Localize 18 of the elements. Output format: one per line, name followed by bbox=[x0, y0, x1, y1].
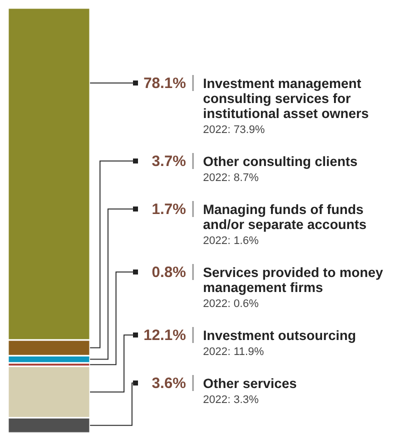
text: Services provided to money management firms bbox=[203, 265, 384, 295]
text: Investment management consulting services for institutional asset owners bbox=[203, 76, 369, 121]
text: 2022: 0.6% bbox=[203, 298, 259, 310]
data-label: 12.1% bbox=[143, 327, 186, 344]
data-label: 3.7% bbox=[152, 153, 186, 170]
data-label: 0.8% bbox=[152, 264, 186, 281]
text: 2022: 3.3% bbox=[203, 394, 259, 406]
text: 2022: 73.9% bbox=[203, 124, 265, 136]
data-label: 3.6% bbox=[152, 375, 186, 392]
data-label: 1.7% bbox=[152, 201, 186, 218]
text: Other services bbox=[203, 376, 297, 391]
text: Other consulting clients bbox=[203, 154, 358, 169]
text: 2022: 1.6% bbox=[203, 235, 259, 247]
data-label: 78.1% bbox=[143, 75, 186, 92]
text: Managing funds of funds and/or separate accounts bbox=[203, 202, 367, 232]
text: Investment outsourcing bbox=[203, 328, 356, 343]
text: 2022: 11.9% bbox=[203, 346, 264, 358]
text: 2022: 8.7% bbox=[203, 172, 259, 184]
